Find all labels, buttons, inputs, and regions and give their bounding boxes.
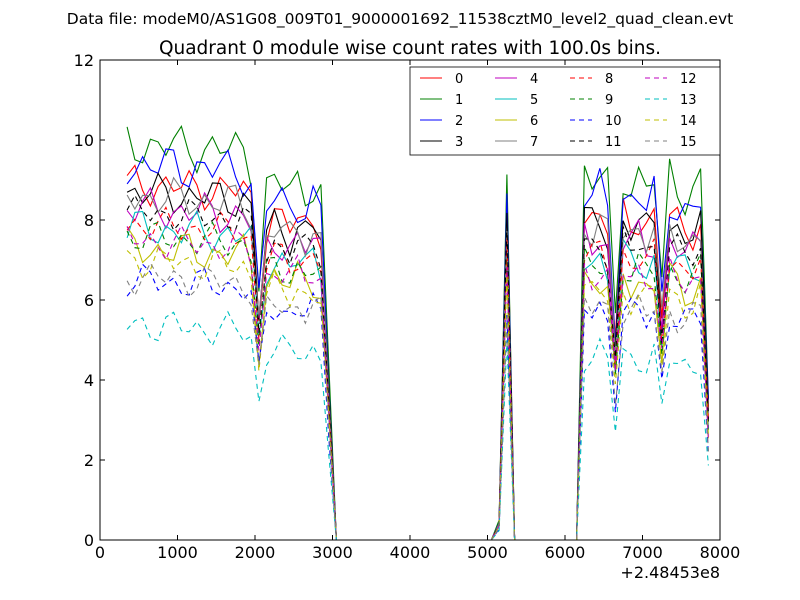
x-tick-label: 0 [95, 543, 105, 562]
legend-label-8: 8 [605, 72, 613, 87]
legend-label-7: 7 [530, 135, 538, 150]
legend-label-13: 13 [680, 93, 697, 108]
legend-label-4: 4 [530, 72, 538, 87]
legend-box [409, 66, 721, 156]
series-line-9 [126, 220, 709, 540]
series-line-2 [126, 148, 709, 540]
chart-title: Quadrant 0 module wise count rates with … [159, 38, 661, 59]
legend-label-3: 3 [455, 135, 463, 150]
series-line-13 [126, 310, 709, 540]
series-line-1 [126, 124, 709, 540]
series-line-11 [126, 194, 709, 540]
x-tick-label: 4000 [390, 543, 431, 562]
y-tick-label: 10 [74, 131, 94, 150]
series-line-15 [126, 261, 709, 540]
series-line-10 [126, 263, 709, 540]
legend-label-12: 12 [680, 72, 697, 87]
legend-label-6: 6 [530, 114, 538, 129]
y-tick-label: 8 [84, 211, 94, 230]
legend-label-14: 14 [680, 114, 697, 129]
series-lines [126, 124, 709, 540]
series-line-7 [126, 176, 709, 540]
series-line-4 [126, 186, 709, 540]
x-tick-label: 2000 [235, 543, 276, 562]
x-tick-label: 1000 [157, 543, 198, 562]
legend-label-2: 2 [455, 114, 463, 129]
legend-label-10: 10 [605, 114, 622, 129]
plot-area: 0 1000 2000 3000 4000 5000 6000 7000 8000 0 2 4 6 8 1… [74, 51, 741, 582]
x-tick-label: 8000 [700, 543, 741, 562]
y-tick-label: 6 [84, 291, 94, 310]
legend-label-9: 9 [605, 93, 613, 108]
x-axis: 0 1000 2000 3000 4000 5000 6000 7000 8000 [95, 60, 740, 562]
figure-suptitle: Data file: modeM0/AS1G08_009T01_90000016… [67, 10, 733, 29]
series-line-12 [126, 224, 709, 540]
legend-label-1: 1 [455, 93, 463, 108]
x-tick-label: 6000 [545, 543, 586, 562]
legend-label-0: 0 [455, 72, 463, 87]
y-tick-label: 4 [84, 371, 94, 390]
x-offset-label: +2.48453e8 [620, 563, 720, 582]
x-tick-label: 3000 [312, 543, 353, 562]
y-tick-label: 0 [84, 531, 94, 550]
y-tick-label: 12 [74, 51, 94, 70]
x-tick-label: 5000 [467, 543, 508, 562]
legend-label-11: 11 [605, 135, 622, 150]
y-tick-label: 2 [84, 451, 94, 470]
x-tick-label: 7000 [622, 543, 663, 562]
legend-label-15: 15 [680, 135, 697, 150]
legend-label-5: 5 [530, 93, 538, 108]
